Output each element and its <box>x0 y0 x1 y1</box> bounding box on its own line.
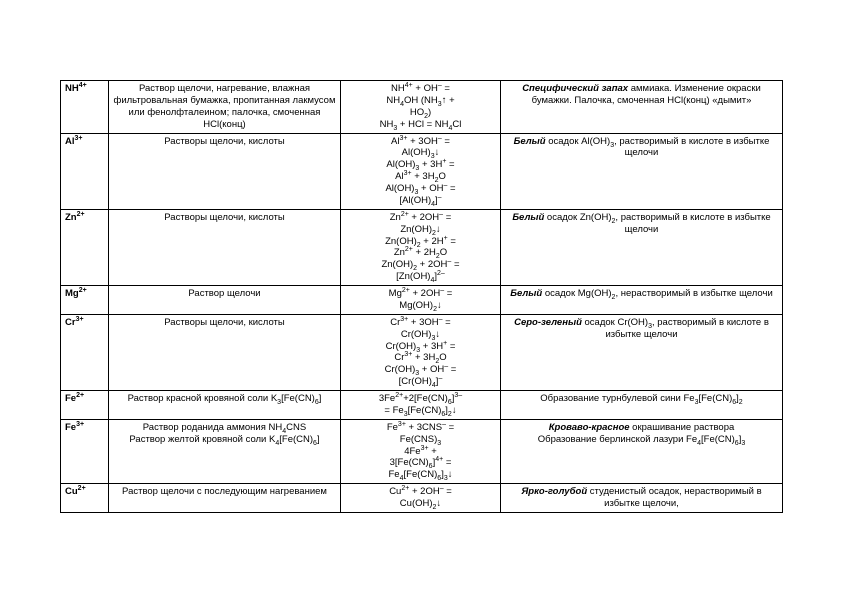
table-row: Cr3+Растворы щелочи, кислотыCr3+ + 3OH– … <box>61 314 783 390</box>
equation-cell: 3Fe2++2[Fe(CN)6]3–= Fe3[Fe(CN)6]2↓ <box>341 391 501 420</box>
reagent-cell: Раствор роданида аммония NH4CNSРаствор ж… <box>109 419 341 483</box>
effect-cell: Белый осадок Al(OH)3, растворимый в кисл… <box>501 133 783 209</box>
ion-cell: Cr3+ <box>61 314 109 390</box>
reagent-cell: Растворы щелочи, кислоты <box>109 314 341 390</box>
effect-cell: Белый осадок Zn(OH)2, растворимый в кисл… <box>501 209 783 285</box>
table-row: Mg2+Раствор щелочиMg2+ + 2OH– =Mg(OH)2↓Б… <box>61 286 783 315</box>
reagent-cell: Растворы щелочи, кислоты <box>109 209 341 285</box>
equation-cell: Zn2+ + 2OH– =Zn(OH)2↓Zn(OH)2 + 2H+ =Zn2+… <box>341 209 501 285</box>
equation-cell: NH4+ + OH– =NH4OH (NH3↑ +HO2)NH3 + HCl =… <box>341 81 501 134</box>
reagent-cell: Раствор щелочи с последующим нагреванием <box>109 484 341 513</box>
equation-cell: Mg2+ + 2OH– =Mg(OH)2↓ <box>341 286 501 315</box>
equation-cell: Cr3+ + 3OH– =Cr(OH)3↓Cr(OH)3 + 3H+ =Cr3+… <box>341 314 501 390</box>
effect-cell: Образование турнбулевой сини Fe3[Fe(CN)6… <box>501 391 783 420</box>
equation-cell: Al3+ + 3OH– =Al(OH)3↓Al(OH)3 + 3H+ =Al3+… <box>341 133 501 209</box>
table-row: Fe2+Раствор красной кровяной соли K3[Fe(… <box>61 391 783 420</box>
effect-cell: Ярко-голубой студенистый осадок, нераств… <box>501 484 783 513</box>
cation-table: NH4+Раствор щелочи, нагревание, влажная … <box>60 80 783 513</box>
effect-cell: Кроваво-красное окрашивание раствораОбра… <box>501 419 783 483</box>
ion-cell: Fe2+ <box>61 391 109 420</box>
ion-cell: NH4+ <box>61 81 109 134</box>
effect-cell: Серо-зеленый осадок Cr(OH)3, растворимый… <box>501 314 783 390</box>
equation-cell: Cu2+ + 2OH– =Cu(OH)2↓ <box>341 484 501 513</box>
reagent-cell: Раствор красной кровяной соли K3[Fe(CN)6… <box>109 391 341 420</box>
table-row: Cu2+Раствор щелочи с последующим нагрева… <box>61 484 783 513</box>
equation-cell: Fe3+ + 3CNS– =Fe(CNS)34Fe3+ +3[Fe(CN)6]4… <box>341 419 501 483</box>
reagent-cell: Раствор щелочи <box>109 286 341 315</box>
ion-cell: Mg2+ <box>61 286 109 315</box>
table-row: Zn2+Растворы щелочи, кислотыZn2+ + 2OH– … <box>61 209 783 285</box>
effect-cell: Специфический запах аммиака. Изменение о… <box>501 81 783 134</box>
effect-cell: Белый осадок Mg(OH)2, нерастворимый в из… <box>501 286 783 315</box>
ion-cell: Cu2+ <box>61 484 109 513</box>
ion-cell: Al3+ <box>61 133 109 209</box>
reagent-cell: Раствор щелочи, нагревание, влажная филь… <box>109 81 341 134</box>
table-row: Fe3+Раствор роданида аммония NH4CNSРаств… <box>61 419 783 483</box>
reagent-cell: Растворы щелочи, кислоты <box>109 133 341 209</box>
table-row: Al3+Растворы щелочи, кислотыAl3+ + 3OH– … <box>61 133 783 209</box>
ion-cell: Fe3+ <box>61 419 109 483</box>
ion-cell: Zn2+ <box>61 209 109 285</box>
table-row: NH4+Раствор щелочи, нагревание, влажная … <box>61 81 783 134</box>
